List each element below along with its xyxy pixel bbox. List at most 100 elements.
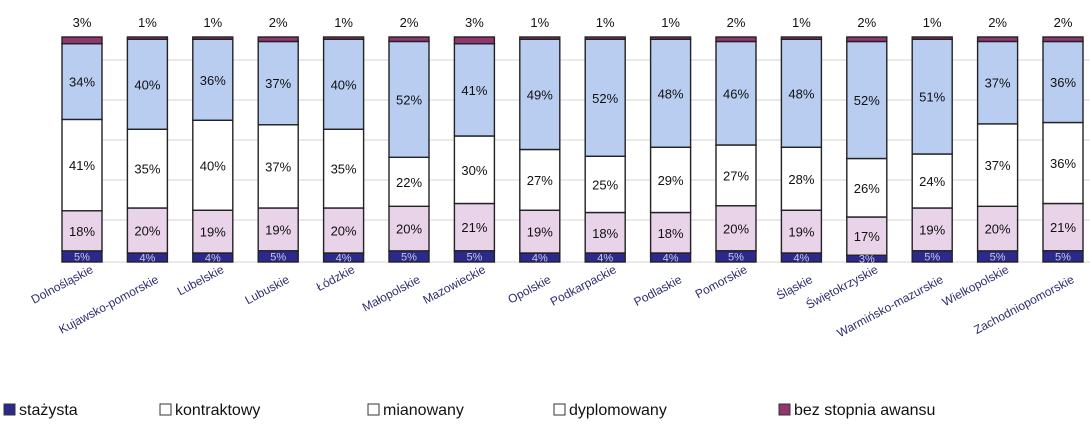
data-label-dyplomowany-lodzkie: 40% — [331, 77, 357, 92]
data-label-dyplomowany-swietokrzyskie: 52% — [854, 93, 880, 108]
data-label-kontraktowy-slaskie: 19% — [788, 225, 814, 240]
x-tick-label-wielkopolskie: Wielkopolskie — [940, 262, 1012, 309]
legend-label-mianowany: mianowany — [383, 402, 464, 419]
data-label-kontraktowy-opolskie: 19% — [527, 225, 553, 240]
data-label-stazysta-pomorskie: 5% — [728, 251, 744, 263]
bar-segment-mianowany-dolnoslaskie — [61, 118, 103, 212]
data-label-kontraktowy-lodzkie: 20% — [331, 224, 357, 239]
data-label-mianowany-malopolskie: 22% — [396, 175, 422, 190]
data-labels: 5% 18% 41% 34% 3% 4% 20% 35% 40% 1% 4% 19% 40% 36% 1% 5… — [69, 15, 1076, 266]
legend-swatch-stazysta — [3, 403, 16, 416]
bar-segment-mianowany-swietokrzyskie — [846, 157, 888, 218]
bar-segment-bez-stopnia-awansu-zachodniopomorskie — [1042, 36, 1084, 43]
bar-segment-bez-stopnia-awansu-warminsko-mazurskie — [911, 36, 953, 40]
bar-segment-dyplomowany-lodzkie — [322, 38, 365, 130]
x-tick-label-lodzkie: Łódzkie — [314, 262, 357, 294]
bar-segment-mianowany-mazowieckie — [453, 135, 496, 205]
data-label-kontraktowy-zachodniopomorskie: 21% — [1050, 220, 1076, 235]
data-label-kontraktowy-malopolskie: 20% — [396, 222, 422, 237]
bar-segment-kontraktowy-kujawsko-pomorskie — [126, 207, 169, 254]
data-label-dyplomowany-podlaskie: 48% — [658, 86, 684, 101]
x-tick-label-pomorskie: Pomorskie — [693, 262, 750, 301]
data-label-bez-stopnia-awansu-slaskie: 1% — [792, 15, 811, 30]
data-label-mianowany-kujawsko-pomorskie: 35% — [134, 162, 160, 177]
data-label-mianowany-swietokrzyskie: 26% — [854, 181, 880, 196]
data-label-dyplomowany-opolskie: 49% — [527, 87, 553, 102]
bar-segment-bez-stopnia-awansu-dolnoslaskie — [61, 36, 103, 45]
legend: stażysta kontraktowy mianowany dyplomowany b… — [3, 402, 935, 419]
data-label-dyplomowany-lubelskie: 36% — [200, 73, 226, 88]
legend-label-stazysta: stażysta — [19, 402, 78, 419]
legend-swatch-mianowany — [367, 403, 380, 416]
data-label-kontraktowy-warminsko-mazurskie: 19% — [919, 222, 945, 237]
legend-label-dyplomowany: dyplomowany — [569, 402, 667, 419]
data-label-bez-stopnia-awansu-mazowieckie: 3% — [465, 15, 484, 30]
data-label-mianowany-opolskie: 27% — [527, 173, 553, 188]
data-label-dyplomowany-slaskie: 48% — [788, 86, 814, 101]
data-label-kontraktowy-podlaskie: 18% — [658, 226, 684, 241]
data-label-mianowany-lubelskie: 40% — [200, 158, 226, 173]
data-label-stazysta-dolnoslaskie: 5% — [74, 251, 90, 263]
data-label-stazysta-mazowieckie: 5% — [466, 251, 482, 263]
data-label-kontraktowy-pomorskie: 20% — [723, 221, 749, 236]
bar-segment-bez-stopnia-awansu-kujawsko-pomorskie — [126, 36, 169, 40]
bar-segment-dyplomowany-swietokrzyskie — [846, 40, 888, 160]
bar-segment-dyplomowany-mazowieckie — [453, 43, 496, 137]
data-label-stazysta-kujawsko-pomorskie: 4% — [139, 253, 155, 265]
data-label-dyplomowany-malopolskie: 52% — [396, 92, 422, 107]
bar-segment-dyplomowany-slaskie — [780, 38, 823, 148]
legend-label-bez-stopnia-awansu: bez stopnia awansu — [794, 402, 935, 419]
data-label-bez-stopnia-awansu-lubelskie: 1% — [203, 15, 222, 30]
bar-segment-mianowany-malopolskie — [388, 156, 430, 208]
bar-segment-bez-stopnia-awansu-mazowieckie — [453, 36, 496, 45]
bar-segment-mianowany-lubelskie — [192, 119, 234, 211]
bar-segment-mianowany-pomorskie — [715, 144, 757, 207]
bar-segment-mianowany-warminsko-mazurskie — [911, 153, 953, 209]
data-label-mianowany-warminsko-mazurskie: 24% — [919, 174, 945, 189]
data-label-stazysta-zachodniopomorskie: 5% — [1055, 251, 1071, 263]
data-label-mianowany-lubuskie: 37% — [265, 159, 291, 174]
bar-segment-kontraktowy-warminsko-mazurskie — [911, 207, 953, 252]
legend-label-kontraktowy: kontraktowy — [175, 402, 260, 419]
bar-segment-mianowany-kujawsko-pomorskie — [126, 128, 169, 209]
data-label-mianowany-podkarpackie: 25% — [592, 177, 618, 192]
legend-swatch-bez-stopnia-awansu — [778, 403, 791, 416]
bar-segment-bez-stopnia-awansu-wielkopolskie — [976, 36, 1019, 43]
data-label-dyplomowany-zachodniopomorskie: 36% — [1050, 75, 1076, 90]
data-label-bez-stopnia-awansu-lubuskie: 2% — [269, 15, 288, 30]
data-label-dyplomowany-pomorskie: 46% — [723, 86, 749, 101]
bar-segment-dyplomowany-zachodniopomorskie — [1042, 40, 1084, 124]
bar-segment-kontraktowy-dolnoslaskie — [61, 210, 103, 252]
data-label-dyplomowany-mazowieckie: 41% — [461, 83, 487, 98]
data-label-kontraktowy-lubelskie: 19% — [200, 225, 226, 240]
data-label-stazysta-podlaskie: 4% — [663, 253, 679, 265]
data-label-mianowany-dolnoslaskie: 41% — [69, 158, 95, 173]
data-label-bez-stopnia-awansu-kujawsko-pomorskie: 1% — [138, 15, 157, 30]
data-label-bez-stopnia-awansu-podlaskie: 1% — [661, 15, 680, 30]
data-label-kontraktowy-swietokrzyskie: 17% — [854, 229, 880, 244]
bar-segment-dyplomowany-lubelskie — [192, 38, 234, 121]
bar-segment-dyplomowany-pomorskie — [715, 40, 757, 146]
data-label-kontraktowy-lubuskie: 19% — [265, 222, 291, 237]
x-tick-label-lubuskie: Lubuskie — [243, 272, 292, 307]
data-label-dyplomowany-podkarpackie: 52% — [592, 91, 618, 106]
bar-segment-bez-stopnia-awansu-malopolskie — [388, 36, 430, 43]
data-label-bez-stopnia-awansu-warminsko-mazurskie: 1% — [923, 15, 942, 30]
data-label-kontraktowy-dolnoslaskie: 18% — [69, 224, 95, 239]
data-label-kontraktowy-podkarpackie: 18% — [592, 226, 618, 241]
bar-segment-kontraktowy-malopolskie — [388, 205, 430, 252]
data-label-mianowany-mazowieckie: 30% — [461, 163, 487, 178]
bar-segment-kontraktowy-wielkopolskie — [976, 205, 1019, 252]
legend-swatch-kontraktowy — [159, 403, 172, 416]
data-label-stazysta-malopolskie: 5% — [401, 251, 417, 263]
bar-segment-mianowany-lodzkie — [322, 128, 365, 209]
data-label-stazysta-lubelskie: 4% — [205, 253, 221, 265]
bar-segment-dyplomowany-podkarpackie — [584, 38, 626, 157]
data-label-bez-stopnia-awansu-zachodniopomorskie: 2% — [1054, 15, 1073, 30]
bar-segment-dyplomowany-podlaskie — [649, 38, 692, 148]
bar-segment-bez-stopnia-awansu-lodzkie — [322, 36, 365, 40]
bar-segment-bez-stopnia-awansu-podlaskie — [649, 36, 692, 40]
data-label-stazysta-wielkopolskie: 5% — [990, 251, 1006, 263]
